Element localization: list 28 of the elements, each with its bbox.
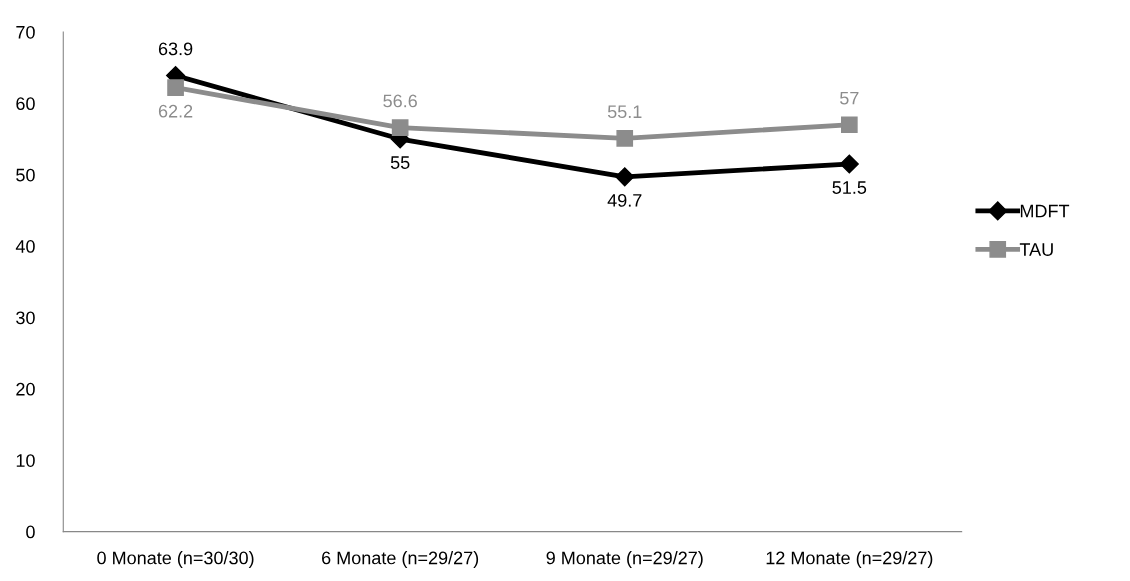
data-label: 63.9 xyxy=(158,42,193,56)
point xyxy=(167,79,184,96)
y-tick-label: 30 xyxy=(16,311,35,325)
data-label: 55.1 xyxy=(607,105,642,119)
x-tick-label: 12 Monate (n=29/27) xyxy=(766,551,933,568)
data-label: 49.7 xyxy=(607,194,642,207)
data-label: 57 xyxy=(840,91,859,105)
x-tick-label: 9 Monate (n=29/27) xyxy=(546,551,703,568)
y-tick-label: 60 xyxy=(16,97,35,111)
y-tick-label: 20 xyxy=(16,382,35,396)
point xyxy=(616,129,634,147)
y-tick-label: 50 xyxy=(16,168,35,182)
data-label: 51.5 xyxy=(832,181,867,194)
x-tick-label: 0 Monate (n=30/30) xyxy=(97,551,254,568)
point xyxy=(615,167,635,187)
legend-label: TAU xyxy=(1019,243,1053,256)
data-label: 62.2 xyxy=(158,104,193,118)
y-tick-label: 70 xyxy=(16,25,35,39)
y-tick-label: 0 xyxy=(26,525,35,539)
point xyxy=(839,154,859,174)
data-label: 56.6 xyxy=(383,94,417,108)
y-tick-label: 10 xyxy=(16,454,35,467)
point xyxy=(841,116,858,134)
y-tick-label: 40 xyxy=(15,240,35,253)
data-label: 55 xyxy=(390,156,410,169)
x-tick-label: 6 Monate (n=29/27) xyxy=(322,551,479,568)
point xyxy=(391,119,409,136)
legend-label: MDFT xyxy=(1020,204,1070,218)
